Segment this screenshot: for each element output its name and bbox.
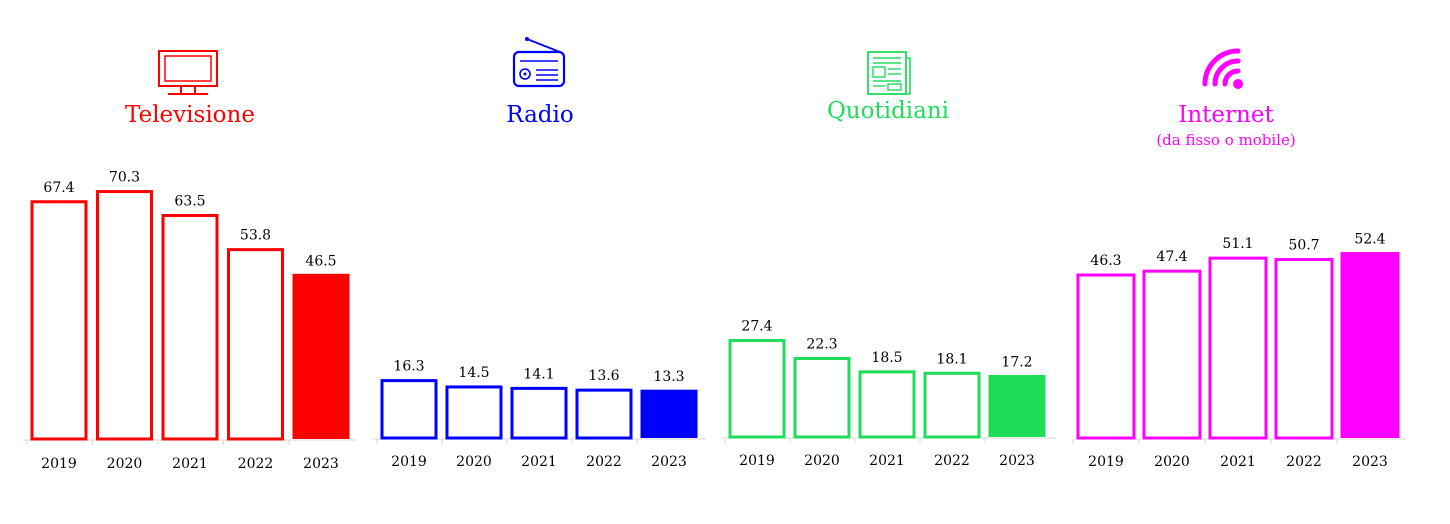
data-label-internet-2019: 46.3 [1090, 253, 1121, 269]
x-tick-label-internet-2022: 2022 [1286, 454, 1322, 470]
bar-radio-2020 [445, 385, 503, 440]
data-label-televisione-2023: 46.5 [305, 253, 336, 269]
chart-panel-radio: Radio 16.3 2019 14.5 2020 14.1 2021 13.6 2022 13… [362, 0, 722, 524]
bar-quotidiani-2022 [923, 371, 981, 439]
bar-radio-2019 [380, 379, 438, 440]
data-label-quotidiani-2020: 22.3 [806, 337, 837, 353]
bar-televisione-2019 [30, 200, 88, 441]
bar-radio-2022 [575, 388, 633, 440]
bar-internet-2020 [1142, 269, 1202, 440]
chart-title-quotidiani: Quotidiani [826, 98, 950, 124]
bar-chart-radio: 16.3 2019 14.5 2020 14.1 2021 13.6 2022 13.3 2023 [372, 359, 706, 470]
data-label-televisione-2021: 63.5 [174, 193, 205, 209]
data-label-televisione-2020: 70.3 [109, 170, 140, 186]
bar-radio-2021 [510, 386, 568, 440]
data-label-internet-2023: 52.4 [1354, 232, 1385, 248]
data-label-radio-2020: 14.5 [458, 365, 489, 381]
chart-panel-televisione: Televisione 67.4 2019 70.3 2020 63.5 2021 53.8… [0, 0, 362, 524]
bar-quotidiani-2023 [988, 374, 1046, 437]
chart-panel-quotidiani: Quotidiani 27.4 2019 22.3 2020 18.5 2021 18.1 2… [722, 0, 1074, 524]
x-tick-label-quotidiani-2022: 2022 [934, 453, 970, 469]
data-label-internet-2022: 50.7 [1288, 238, 1319, 254]
x-tick-label-televisione-2022: 2022 [238, 456, 274, 472]
data-label-quotidiani-2019: 27.4 [741, 319, 772, 335]
x-tick-label-internet-2023: 2023 [1352, 454, 1388, 470]
television-icon [156, 46, 220, 102]
data-label-televisione-2019: 67.4 [43, 180, 74, 196]
bar-internet-2022 [1274, 258, 1334, 440]
newspaper-icon [860, 46, 924, 102]
x-tick-label-internet-2020: 2020 [1154, 454, 1190, 470]
chart-title-internet: Internet [1178, 102, 1274, 128]
x-tick-label-radio-2021: 2021 [521, 454, 557, 470]
data-label-quotidiani-2023: 17.2 [1001, 354, 1032, 370]
data-label-radio-2019: 16.3 [393, 359, 424, 375]
bar-chart-televisione: 67.4 2019 70.3 2020 63.5 2021 53.8 2022 46.5 2023 [24, 170, 356, 472]
bar-chart-internet: 46.3 2019 47.4 2020 51.1 2021 50.7 2022 52.4 2023 [1072, 232, 1406, 470]
bar-chart-quotidiani: 27.4 2019 22.3 2020 18.5 2021 18.1 2022 17.2 2023 [722, 319, 1056, 469]
x-tick-label-televisione-2020: 2020 [107, 456, 143, 472]
x-tick-label-radio-2022: 2022 [586, 454, 622, 470]
data-label-quotidiani-2022: 18.1 [936, 351, 967, 367]
x-tick-label-quotidiani-2023: 2023 [999, 453, 1035, 469]
bar-televisione-2023 [292, 273, 350, 439]
x-tick-label-radio-2020: 2020 [456, 454, 492, 470]
bar-internet-2023 [1340, 252, 1400, 438]
x-tick-label-quotidiani-2019: 2019 [739, 453, 775, 469]
chart-panel-internet: Internet (da fisso o mobile) 46.3 2019 47.… [1072, 0, 1450, 524]
chart-title-televisione: Televisione [125, 102, 255, 128]
bar-televisione-2021 [161, 213, 219, 441]
data-label-internet-2021: 51.1 [1222, 236, 1253, 252]
x-tick-label-quotidiani-2020: 2020 [804, 453, 840, 469]
chart-title-radio: Radio [506, 102, 574, 128]
bar-quotidiani-2019 [728, 339, 786, 439]
bar-quotidiani-2020 [793, 357, 851, 439]
data-label-radio-2021: 14.1 [523, 366, 554, 382]
bar-televisione-2020 [96, 190, 153, 441]
x-tick-label-internet-2019: 2019 [1088, 454, 1124, 470]
data-label-radio-2022: 13.6 [588, 368, 619, 384]
x-tick-label-internet-2021: 2021 [1220, 454, 1256, 470]
data-label-radio-2023: 13.3 [653, 369, 684, 385]
bar-internet-2019 [1076, 273, 1136, 440]
radio-icon [508, 34, 572, 90]
data-label-quotidiani-2021: 18.5 [871, 350, 902, 366]
x-tick-label-radio-2019: 2019 [391, 454, 427, 470]
bar-radio-2023 [640, 389, 698, 438]
data-label-internet-2020: 47.4 [1156, 249, 1187, 265]
wifi-icon [1196, 40, 1260, 96]
x-tick-label-televisione-2023: 2023 [303, 456, 339, 472]
x-tick-label-quotidiani-2021: 2021 [869, 453, 905, 469]
x-tick-label-radio-2023: 2023 [651, 454, 687, 470]
bar-quotidiani-2021 [858, 370, 916, 439]
bar-internet-2021 [1208, 256, 1268, 440]
data-label-televisione-2022: 53.8 [240, 228, 271, 244]
chart-subtitle-internet: (da fisso o mobile) [1156, 131, 1296, 149]
bar-televisione-2022 [227, 248, 284, 441]
x-tick-label-televisione-2019: 2019 [41, 456, 77, 472]
x-tick-label-televisione-2021: 2021 [172, 456, 208, 472]
